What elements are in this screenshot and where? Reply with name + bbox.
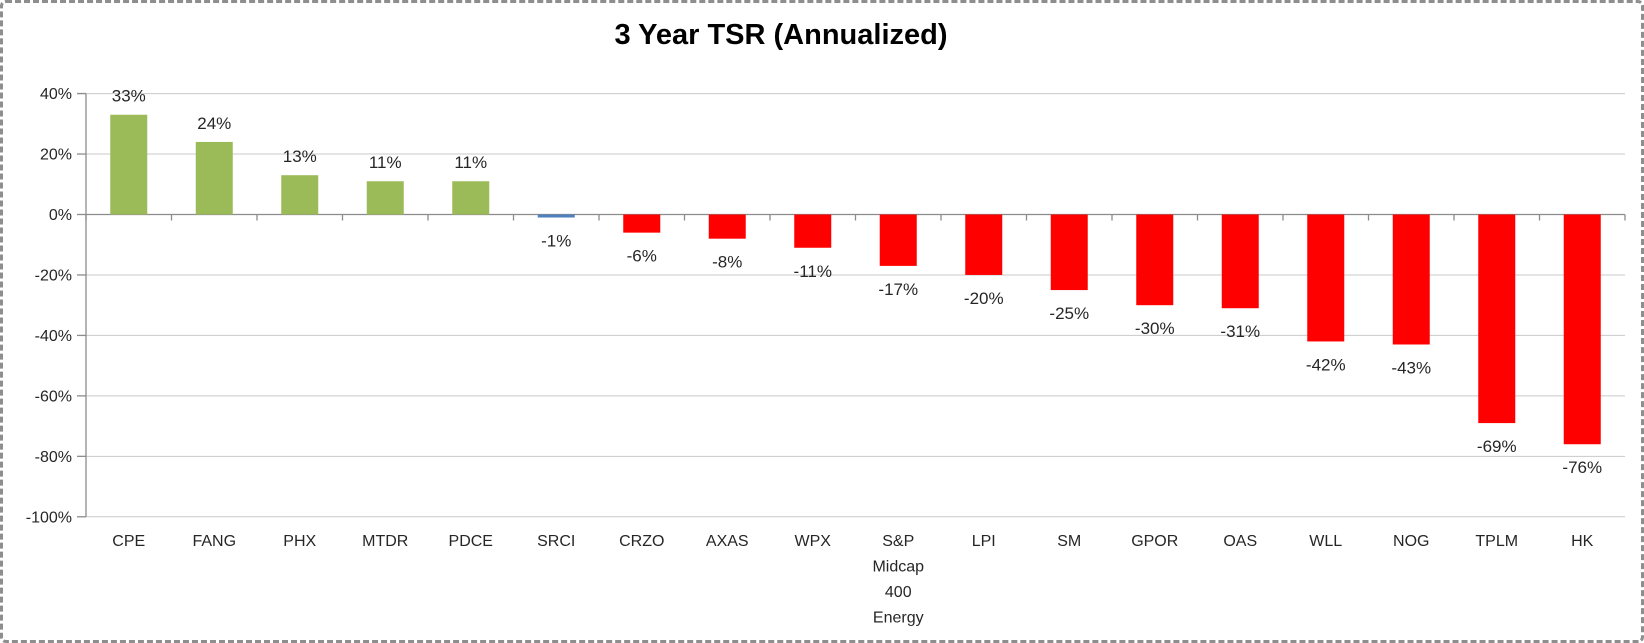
category-label-fang: FANG <box>192 533 236 550</box>
bar-srci <box>537 214 575 218</box>
bar-value-label: -1% <box>541 232 571 251</box>
bar-mtdr <box>366 181 404 215</box>
bar-phx <box>281 175 319 215</box>
bar-fang <box>195 141 233 215</box>
category-label-crzo: CRZO <box>619 533 664 550</box>
y-axis-tick-label: 0% <box>49 207 72 224</box>
bar-value-label: 33% <box>112 87 146 106</box>
bar-pdce <box>452 181 490 215</box>
bar-chart-plot: 40% 20% 0% -20% -40% -60% -80% -100% 33% CPE 24% FA… <box>26 86 1626 627</box>
bar-value-label: -11% <box>794 262 832 281</box>
category-label-axas: AXAS <box>706 533 749 550</box>
bar-value-label: -31% <box>1220 322 1260 341</box>
bar-value-label: 11% <box>369 153 402 172</box>
bar-value-label: -69% <box>1477 437 1517 456</box>
category-label-gpor: GPOR <box>1131 533 1178 550</box>
bar-value-label: 11% <box>454 153 487 172</box>
bar-gpor <box>1136 214 1174 306</box>
bar-value-label: -25% <box>1049 304 1089 323</box>
bar-hk <box>1563 214 1601 445</box>
y-axis-tick-label: -20% <box>35 267 72 284</box>
bar-tplm <box>1478 214 1516 424</box>
bar-value-label: 13% <box>283 147 317 166</box>
category-label-nog: NOG <box>1393 533 1429 550</box>
bar-value-label: -76% <box>1562 458 1602 477</box>
category-label-wll: WLL <box>1309 533 1342 550</box>
bar-nog <box>1392 214 1430 345</box>
y-axis-tick-label: 20% <box>40 147 72 164</box>
category-label-wpx: WPX <box>795 533 832 550</box>
category-label-phx: PHX <box>283 533 316 550</box>
bar-value-label: -43% <box>1391 358 1431 377</box>
bar-oas <box>1221 214 1259 309</box>
y-axis-tick-label: -60% <box>35 388 72 405</box>
category-label-cpe: CPE <box>112 533 145 550</box>
bar-value-label: -30% <box>1135 319 1175 338</box>
bar-wpx <box>794 214 832 248</box>
y-axis-tick-label: -80% <box>35 449 72 466</box>
category-label-pdce: PDCE <box>449 533 493 550</box>
bar-value-label: -6% <box>627 247 657 266</box>
category-label-sm: SM <box>1057 533 1081 550</box>
y-axis-tick-label: -40% <box>35 328 72 345</box>
category-label-oas: OAS <box>1223 533 1257 550</box>
bar-value-label: -20% <box>964 289 1004 308</box>
bar-value-label: -17% <box>878 280 918 299</box>
bar-value-label: -8% <box>712 253 742 272</box>
category-label-srci: SRCI <box>537 533 575 550</box>
y-axis-tick-label: 40% <box>40 86 72 103</box>
category-label-lpi: LPI <box>972 533 996 550</box>
bar-wll <box>1307 214 1345 342</box>
bar-sm <box>1050 214 1088 291</box>
category-label-mtdr: MTDR <box>362 533 408 550</box>
bar-lpi <box>965 214 1003 275</box>
category-label-s-p-midcap-400-energy: S&P Midcap 400 Energy <box>872 533 924 627</box>
bar-s-p-midcap-400-energy <box>879 214 917 266</box>
chart-title: 3 Year TSR (Annualized) <box>614 19 948 51</box>
category-label-hk: HK <box>1571 533 1594 550</box>
bar-cpe <box>110 114 148 215</box>
bar-crzo <box>623 214 661 233</box>
bar-axas <box>708 214 746 239</box>
category-label-tplm: TPLM <box>1475 533 1518 550</box>
y-axis-tick-label: -100% <box>26 509 72 526</box>
bar-value-label: -42% <box>1306 355 1346 374</box>
bar-value-label: 24% <box>197 114 231 133</box>
